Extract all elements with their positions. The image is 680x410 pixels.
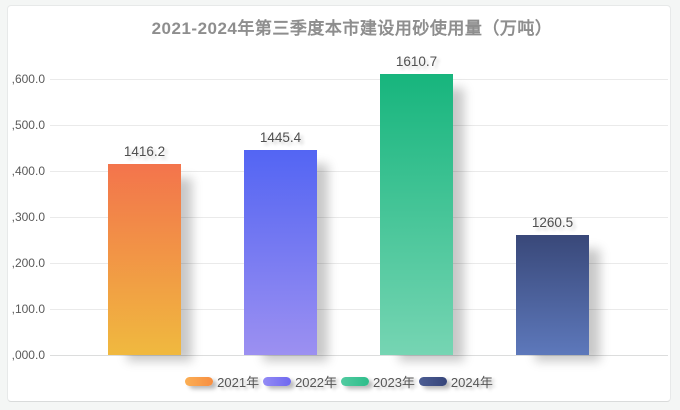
bar-value-label-2024: 1260.5: [531, 215, 574, 231]
legend-label-2021: 2021年: [217, 374, 260, 390]
bar-value-label-2022: 1445.4: [259, 130, 302, 146]
gridline-baseline-1000: [50, 355, 668, 356]
y-axis-tick-label: ,600.0: [11, 72, 45, 86]
chart-title: 2021-2024年第三季度本市建设用砂使用量（万吨）: [151, 19, 553, 38]
legend-swatch-2022-icon: [263, 376, 292, 386]
gridline-1100: [50, 309, 668, 310]
bar-2021[interactable]: [108, 163, 181, 355]
y-axis-tick-label: ,100.0: [11, 302, 45, 316]
legend-label-2024: 2024年: [450, 374, 493, 390]
gridline-1300: [50, 217, 668, 218]
legend-swatch-2023-icon: [341, 376, 369, 386]
legend-label-2023: 2023年: [373, 374, 415, 390]
bar-value-label-2021: 1416.2: [123, 143, 166, 159]
bar-2024[interactable]: [516, 235, 589, 355]
legend-swatch-2024-icon: [418, 376, 447, 386]
bar-group-2023: 1610.7: [380, 54, 453, 355]
legend: 2021年 2022年 2023年 2024年: [7, 371, 671, 391]
legend-item-2023[interactable]: 2023年: [341, 372, 415, 391]
legend-item-2021[interactable]: 2021年: [185, 372, 259, 391]
y-axis-tick-label: ,000.0: [11, 348, 45, 362]
bar-2023[interactable]: [380, 74, 453, 355]
y-axis-tick-label: ,400.0: [11, 164, 45, 178]
bar-2022[interactable]: [244, 150, 317, 355]
bar-value-label-2023: 1610.7: [395, 54, 438, 70]
bar-group-2021: 1416.2: [108, 143, 181, 355]
legend-item-2022[interactable]: 2022年: [263, 372, 337, 391]
legend-item-2024[interactable]: 2024年: [418, 372, 493, 391]
bar-group-2022: 1445.4: [244, 130, 317, 355]
y-axis-tick-label: ,200.0: [11, 256, 45, 270]
y-axis-tick-label: ,300.0: [11, 210, 45, 224]
gridline-1200: [50, 263, 668, 264]
gridline-1600: [50, 79, 668, 80]
gridline-1400: [50, 171, 668, 172]
legend-label-2022: 2022年: [295, 374, 337, 390]
bar-group-2024: 1260.5: [516, 215, 589, 355]
legend-swatch-2021-icon: [185, 376, 214, 386]
y-axis-tick-label: ,500.0: [11, 118, 45, 132]
gridline-1500: [50, 125, 668, 126]
